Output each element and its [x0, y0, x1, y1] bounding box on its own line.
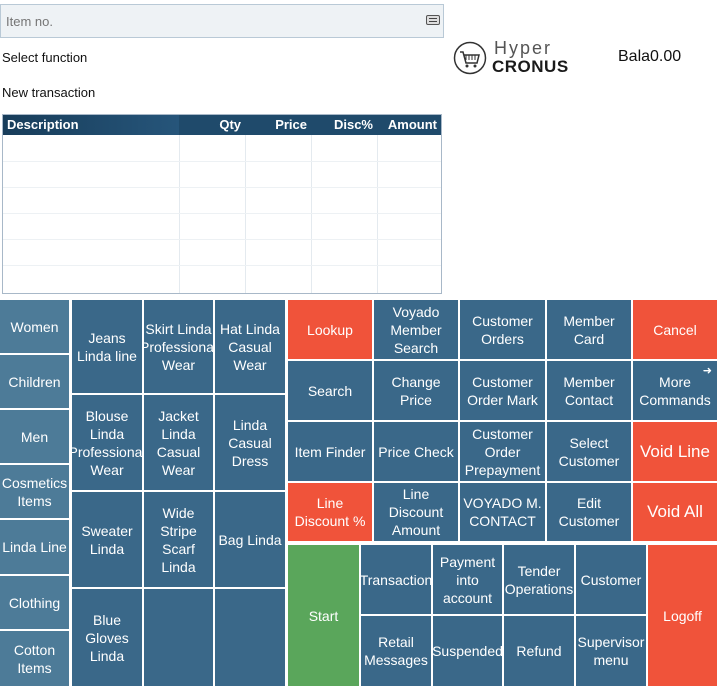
category-linda-line[interactable]: Linda Line — [0, 520, 69, 574]
logo-hyper-text: Hyper — [494, 38, 553, 58]
item-number-input[interactable] — [0, 4, 444, 38]
new-transaction-label: New transaction — [2, 85, 96, 100]
logoff-button[interactable]: Logoff — [648, 545, 717, 686]
grid-row-line — [3, 213, 441, 214]
start-button[interactable]: Start — [288, 545, 359, 686]
arrow-right-icon: ➜ — [702, 365, 712, 377]
column-amount[interactable]: Amount — [387, 117, 437, 132]
member-contact-button[interactable]: Member Contact — [547, 361, 631, 420]
line-discount-amount-button[interactable]: Line Discount Amount — [374, 483, 458, 541]
lookup-button[interactable]: Lookup — [288, 300, 372, 359]
line-discount-percent-button[interactable]: Line Discount % — [288, 483, 372, 541]
voyado-member-search-button[interactable]: Voyado Member Search — [374, 300, 458, 359]
transaction-button[interactable]: Transaction — [361, 545, 431, 614]
grid-row-line — [3, 239, 441, 240]
more-commands-button[interactable]: More Commands ➜ — [633, 361, 717, 420]
category-children[interactable]: Children — [0, 355, 69, 408]
customer-order-prepayment-button[interactable]: Customer Order Prepayment — [460, 422, 545, 481]
transaction-grid[interactable]: Description Qty Price Disc% Amount — [2, 114, 442, 294]
shopping-cart-logo-icon — [453, 41, 487, 75]
grid-divider — [311, 135, 312, 293]
product-wide-stripe-scarf[interactable]: Wide Stripe Scarf Linda — [144, 492, 213, 587]
suspended-button[interactable]: Suspended — [433, 616, 502, 686]
product-hat-linda[interactable]: Hat Linda Casual Wear — [215, 300, 285, 393]
product-blue-gloves-linda[interactable]: Blue Gloves Linda — [72, 589, 142, 686]
grid-divider — [179, 135, 180, 293]
category-clothing[interactable]: Clothing — [0, 576, 69, 629]
supervisor-menu-button[interactable]: Supervisor menu — [576, 616, 646, 686]
payment-into-account-button[interactable]: Payment into account — [433, 545, 502, 614]
category-men[interactable]: Men — [0, 410, 69, 463]
edit-customer-button[interactable]: Edit Customer — [547, 483, 631, 541]
category-cotton-items[interactable]: Cotton Items — [0, 631, 69, 686]
change-price-button[interactable]: Change Price — [374, 361, 458, 420]
column-disc[interactable]: Disc% — [333, 117, 373, 132]
voyado-member-contact-button[interactable]: VOYADO M. CONTACT — [460, 483, 545, 541]
grid-header: Description Qty Price Disc% Amount — [3, 115, 441, 135]
void-line-button[interactable]: Void Line — [633, 422, 717, 481]
grid-row-line — [3, 265, 441, 266]
select-customer-button[interactable]: Select Customer — [547, 422, 631, 481]
refund-button[interactable]: Refund — [504, 616, 574, 686]
customer-order-mark-button[interactable]: Customer Order Mark — [460, 361, 545, 420]
category-cosmetics-items[interactable]: Cosmetics Items — [0, 465, 69, 518]
retail-messages-button[interactable]: Retail Messages — [361, 616, 431, 686]
product-skirt-linda[interactable]: Skirt Linda Professional Wear — [144, 300, 213, 393]
logo-cronus-text: CRONUS — [492, 57, 569, 76]
product-bag-linda[interactable]: Bag Linda — [215, 492, 285, 587]
grid-divider — [377, 135, 378, 293]
grid-row-line — [3, 161, 441, 162]
column-description[interactable]: Description — [3, 115, 179, 135]
tender-operations-button[interactable]: Tender Operations — [504, 545, 574, 614]
product-linda-casual-dress[interactable]: Linda Casual Dress — [215, 395, 285, 490]
category-women[interactable]: Women — [0, 300, 69, 353]
select-function-label: Select function — [2, 50, 88, 65]
product-jeans-linda-line[interactable]: Jeans Linda line — [72, 300, 142, 393]
search-button[interactable]: Search — [288, 361, 372, 420]
customer-orders-button[interactable]: Customer Orders — [460, 300, 545, 359]
product-jacket-linda[interactable]: Jacket Linda Casual Wear — [144, 395, 213, 490]
product-empty-slot — [215, 589, 285, 686]
grid-row-line — [3, 187, 441, 188]
product-sweater-linda[interactable]: Sweater Linda — [72, 492, 142, 587]
price-check-button[interactable]: Price Check — [374, 422, 458, 481]
column-price[interactable]: Price — [275, 117, 307, 132]
void-all-button[interactable]: Void All — [633, 483, 717, 541]
column-qty[interactable]: Qty — [219, 117, 241, 132]
member-card-button[interactable]: Member Card — [547, 300, 631, 359]
keyboard-icon[interactable] — [426, 15, 440, 25]
grid-divider — [245, 135, 246, 293]
customer-button[interactable]: Customer — [576, 545, 646, 614]
product-blouse-linda[interactable]: Blouse Linda Professional Wear — [72, 395, 142, 490]
balance-display: Bala0.00 — [618, 48, 682, 65]
cancel-button[interactable]: Cancel — [633, 300, 717, 359]
item-finder-button[interactable]: Item Finder — [288, 422, 372, 481]
product-empty-slot — [144, 589, 213, 686]
